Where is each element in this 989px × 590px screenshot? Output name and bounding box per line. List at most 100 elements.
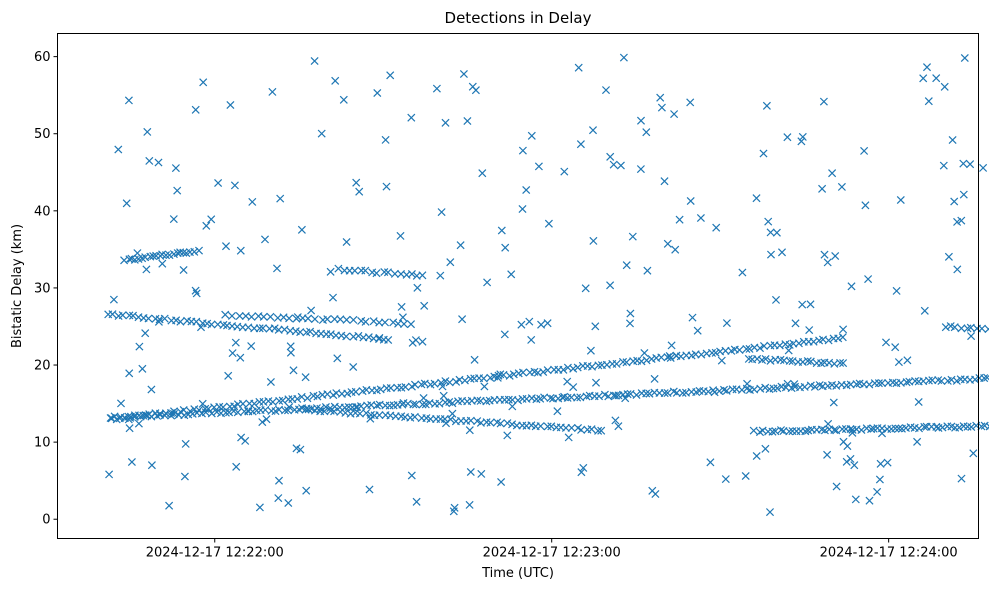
detection-marker — [721, 346, 730, 355]
detection-marker — [226, 100, 235, 110]
plot-frame — [57, 33, 979, 539]
detection-marker — [913, 437, 922, 446]
detection-marker — [134, 419, 143, 428]
detection-marker — [466, 416, 475, 425]
detection-marker — [384, 335, 393, 345]
detection-marker — [114, 145, 123, 154]
detection-marker — [477, 469, 486, 478]
detection-marker — [303, 394, 312, 403]
detection-marker — [707, 348, 717, 357]
detection-marker — [914, 424, 924, 433]
detection-marker — [160, 314, 169, 323]
detection-marker — [874, 379, 883, 388]
detection-marker — [722, 386, 731, 395]
detection-marker — [771, 295, 781, 304]
detection-marker — [247, 312, 256, 321]
detection-marker — [768, 427, 777, 436]
detection-marker — [560, 167, 569, 176]
detection-marker — [762, 101, 771, 110]
detection-marker — [342, 315, 351, 324]
detection-marker — [818, 184, 827, 193]
detection-marker — [606, 281, 615, 290]
detection-marker — [894, 424, 903, 433]
y-tick-label: 10 — [34, 436, 51, 451]
detection-marker — [437, 208, 446, 217]
detection-marker — [473, 396, 482, 405]
detection-marker — [194, 405, 204, 415]
detection-marker — [534, 162, 543, 171]
detection-marker — [765, 508, 775, 517]
detection-marker — [260, 235, 270, 244]
detection-marker — [160, 411, 169, 420]
detection-marker — [628, 232, 637, 241]
detection-marker — [924, 97, 933, 106]
detection-marker — [221, 310, 230, 319]
detection-marker — [798, 132, 807, 141]
detection-marker — [543, 366, 552, 375]
detection-marker — [125, 424, 134, 433]
detection-marker — [752, 451, 761, 461]
detection-marker — [589, 236, 598, 245]
detection-marker — [665, 351, 674, 361]
detection-marker — [609, 160, 618, 169]
detection-marker — [108, 310, 117, 319]
detection-marker — [777, 248, 787, 257]
detection-marker — [483, 278, 492, 287]
detection-marker — [380, 318, 390, 327]
detection-marker — [785, 427, 794, 436]
detection-marker — [285, 402, 294, 412]
detection-marker — [824, 336, 833, 345]
detection-marker — [459, 69, 468, 79]
detection-marker — [286, 342, 295, 351]
detection-marker — [892, 286, 901, 295]
detection-marker — [621, 394, 630, 403]
detection-marker — [922, 63, 932, 72]
detection-marker — [953, 217, 962, 226]
detection-marker — [507, 270, 516, 279]
detection-marker — [753, 354, 762, 363]
detection-marker — [419, 393, 428, 403]
y-axis-label: Bistatic Delay (km) — [10, 224, 25, 348]
detection-marker — [836, 358, 845, 367]
detection-marker — [636, 116, 646, 125]
detection-marker — [577, 468, 586, 477]
detection-marker — [412, 497, 421, 506]
detection-marker — [715, 387, 724, 396]
detection-marker — [317, 129, 326, 138]
detection-marker — [838, 425, 847, 434]
detection-marker — [296, 445, 305, 454]
detection-marker — [274, 476, 284, 485]
detection-marker — [776, 426, 786, 435]
detection-marker — [611, 391, 620, 400]
detection-marker — [914, 397, 923, 407]
detection-marker — [125, 369, 134, 378]
detection-marker — [773, 384, 782, 393]
detection-marker — [361, 317, 370, 326]
detection-marker — [410, 380, 420, 389]
detection-marker — [660, 389, 669, 398]
detection-marker — [591, 378, 601, 387]
detection-marker — [144, 314, 153, 323]
detection-marker — [957, 474, 966, 483]
x-tick-label: 2024-12-17 12:22:00 — [146, 546, 284, 561]
detection-marker — [399, 398, 408, 408]
detection-marker — [867, 425, 876, 434]
detection-marker — [307, 306, 316, 315]
detection-marker — [448, 409, 457, 418]
detection-marker — [136, 412, 145, 421]
detection-marker — [785, 356, 794, 365]
detection-marker — [543, 422, 552, 431]
detection-marker — [846, 424, 855, 434]
y-tick-label: 40 — [34, 204, 51, 219]
detection-marker — [342, 332, 351, 341]
detection-marker — [741, 471, 750, 481]
detection-marker — [362, 409, 371, 418]
detection-marker — [448, 399, 457, 408]
detection-marker — [169, 215, 178, 224]
detection-marker — [941, 323, 950, 332]
detection-marker — [503, 419, 512, 428]
detection-marker — [214, 178, 223, 188]
detection-marker — [276, 194, 285, 203]
detection-marker — [728, 385, 737, 394]
detection-marker — [228, 349, 237, 358]
